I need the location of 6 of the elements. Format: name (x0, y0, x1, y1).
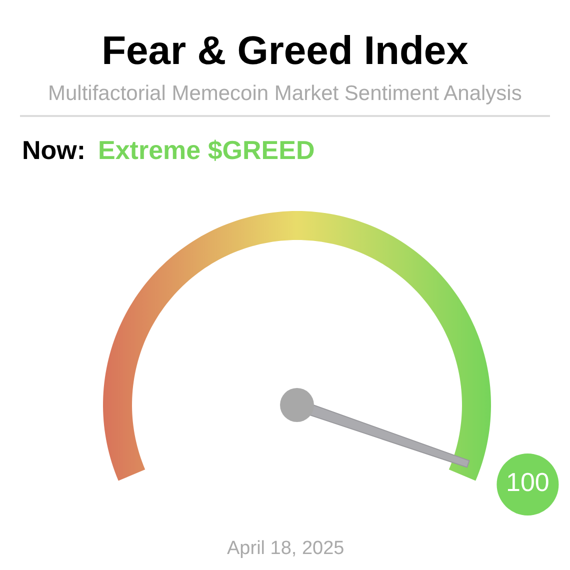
text: Now: (22, 135, 86, 165)
text: April 18, 2025 (227, 538, 344, 559)
text: Fear & Greed Index (102, 29, 468, 73)
text: Extreme $GREED (98, 135, 315, 165)
text: Multifactorial Memecoin Market Sentiment Analysis (48, 82, 522, 105)
data-label: 100 (506, 466, 550, 497)
